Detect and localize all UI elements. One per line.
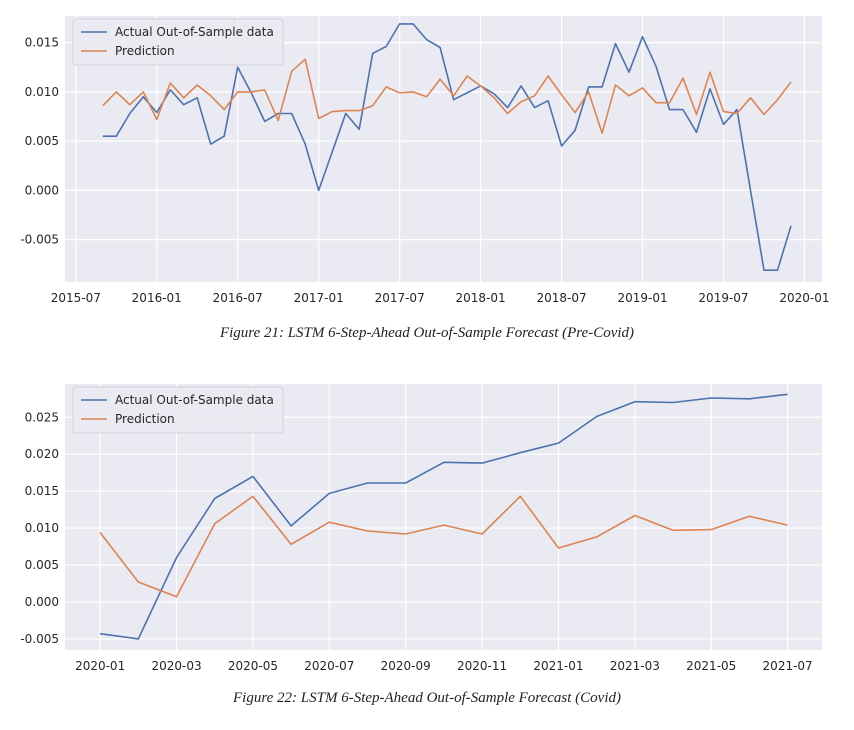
x-tick-label: 2016-01 (132, 291, 182, 305)
figure-22-caption: Figure 22: LSTM 6-Step-Ahead Out-of-Samp… (233, 690, 621, 706)
legend-label: Prediction (115, 412, 175, 426)
x-tick-label: 2020-11 (457, 659, 507, 673)
chart-covid: 0.025 0.020 0.015 0.010 0.005 0.000 -0.005 2020… (20, 384, 822, 673)
x-tick-label: 2020-09 (381, 659, 431, 673)
prediction-series-line (102, 58, 792, 134)
actual-series-line (99, 393, 788, 640)
x-tick-label: 2021-05 (686, 659, 736, 673)
y-tick-label: 0.025 (25, 410, 59, 424)
legend-box (72, 18, 284, 66)
y-tick-label: -0.005 (20, 632, 59, 646)
x-tick-label: 2016-07 (213, 291, 263, 305)
x-tick-label: 2021-03 (610, 659, 660, 673)
x-tick-label: 2018-07 (537, 291, 587, 305)
x-tick-label: 2020-05 (228, 659, 278, 673)
x-tick-label: 2017-01 (294, 291, 344, 305)
x-tick-label: 2015-07 (51, 291, 101, 305)
x-tick-label: 2020-03 (151, 659, 201, 673)
y-tick-label: 0.000 (25, 595, 59, 609)
legend-label: Actual Out-of-Sample data (115, 393, 274, 407)
x-tick-label: 2020-01 (75, 659, 125, 673)
y-tick-label: 0.010 (25, 521, 59, 535)
legend-label: Actual Out-of-Sample data (115, 25, 274, 39)
y-tick-label: 0.010 (25, 85, 59, 99)
y-tick-label: -0.005 (20, 233, 59, 247)
chart-pre-covid: 0.015 0.010 0.005 0.000 -0.005 2015-07 2016-01… (20, 16, 830, 305)
y-tick-label: 0.015 (25, 36, 59, 50)
actual-series-line (102, 23, 792, 272)
x-tick-label: 2021-07 (763, 659, 813, 673)
figure-21-caption: Figure 21: LSTM 6-Step-Ahead Out-of-Samp… (219, 325, 635, 341)
prediction-series-line (99, 495, 788, 598)
x-tick-label: 2020-07 (304, 659, 354, 673)
y-tick-label: 0.005 (25, 558, 59, 572)
legend-box (72, 386, 284, 434)
x-tick-label: 2017-07 (375, 291, 425, 305)
x-tick-label: 2018-01 (456, 291, 506, 305)
y-tick-label: 0.000 (25, 183, 59, 197)
y-tick-label: 0.015 (25, 484, 59, 498)
y-tick-label: 0.020 (25, 447, 59, 461)
x-tick-label: 2020-01 (779, 291, 829, 305)
legend-label: Prediction (115, 44, 175, 58)
x-tick-label: 2021-01 (533, 659, 583, 673)
x-tick-label: 2019-07 (698, 291, 748, 305)
y-tick-label: 0.005 (25, 134, 59, 148)
x-tick-label: 2019-01 (617, 291, 667, 305)
